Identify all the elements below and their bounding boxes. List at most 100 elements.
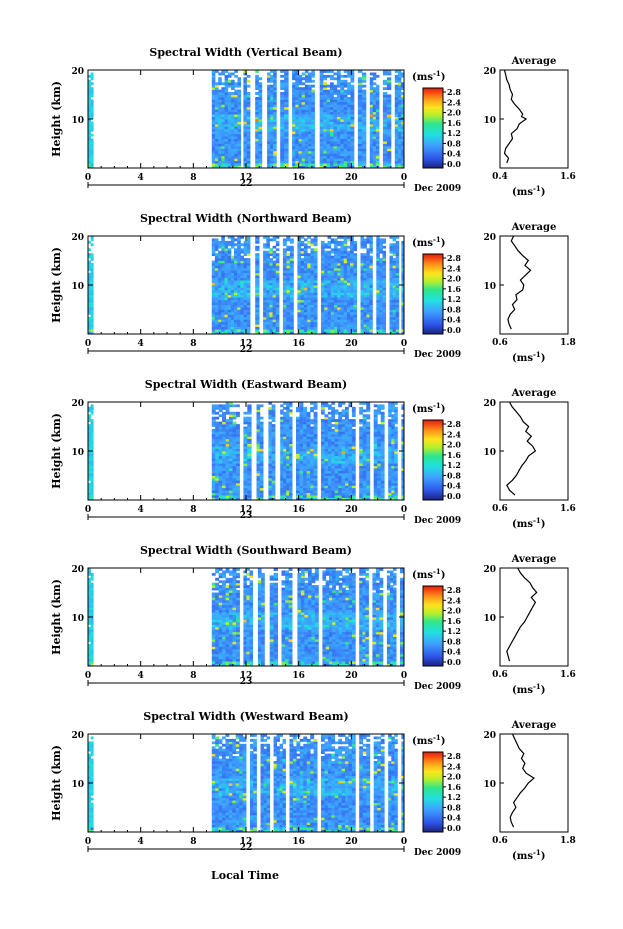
heatmap-cell bbox=[331, 411, 336, 415]
heatmap-cell bbox=[321, 453, 325, 457]
heatmap-cell bbox=[386, 148, 392, 152]
heatmap-cell bbox=[307, 297, 311, 301]
heatmap-cell bbox=[231, 106, 235, 110]
heatmap-cell bbox=[218, 145, 222, 149]
heatmap-cell bbox=[323, 133, 327, 137]
heatmap-cell bbox=[375, 74, 380, 78]
heatmap-cell bbox=[330, 289, 335, 293]
heatmap-cell bbox=[340, 262, 344, 266]
heatmap-cell bbox=[284, 104, 289, 108]
heatmap-cell bbox=[376, 267, 380, 271]
heatmap-cell bbox=[211, 99, 216, 103]
heatmap-cell bbox=[275, 304, 280, 308]
heatmap-cell bbox=[382, 106, 388, 110]
heatmap-cell bbox=[268, 426, 273, 430]
heatmap-cell bbox=[394, 145, 399, 149]
heatmap-cell bbox=[303, 455, 307, 459]
heatmap-cell bbox=[298, 101, 303, 105]
heatmap-cell bbox=[286, 267, 291, 271]
heatmap-cell bbox=[286, 402, 290, 405]
heatmap-cell bbox=[321, 419, 325, 422]
heatmap-cell bbox=[307, 262, 311, 266]
heatmap-cell bbox=[237, 116, 242, 120]
heatmap-cell bbox=[297, 319, 302, 323]
heatmap-cell bbox=[271, 424, 276, 427]
heatmap-cell bbox=[211, 114, 216, 117]
heatmap-cell bbox=[333, 104, 338, 108]
heatmap-cell bbox=[303, 431, 307, 435]
heatmap-cell bbox=[361, 92, 367, 95]
heatmap-cell bbox=[234, 321, 238, 325]
heatmap-cell bbox=[353, 262, 357, 266]
heatmap-cell bbox=[286, 262, 291, 266]
heatmap-cell bbox=[394, 158, 399, 162]
heatmap-cell bbox=[214, 326, 219, 330]
heatmap-cell bbox=[234, 277, 238, 281]
heatmap-cell bbox=[256, 426, 261, 430]
heatmap-cell bbox=[324, 294, 328, 298]
heatmap-cell bbox=[218, 460, 223, 464]
heatmap-cell bbox=[88, 433, 91, 437]
heatmap-cell bbox=[369, 97, 374, 100]
heatmap-cell bbox=[313, 490, 318, 493]
heatmap-cell bbox=[321, 326, 325, 330]
heatmap-cell bbox=[292, 165, 296, 169]
heatmap-cell bbox=[258, 111, 263, 115]
heatmap-cell bbox=[270, 155, 274, 159]
heatmap-cell bbox=[310, 253, 315, 256]
heatmap-cell bbox=[218, 138, 222, 142]
heatmap-cell bbox=[369, 285, 373, 288]
heatmap-cell bbox=[369, 155, 374, 159]
heatmap-cell bbox=[336, 128, 341, 132]
heatmap-cell bbox=[221, 319, 225, 323]
heatmap-cell bbox=[360, 236, 364, 239]
heatmap-cell bbox=[303, 419, 307, 422]
heatmap-cell bbox=[234, 316, 238, 320]
heatmap-cell bbox=[273, 101, 277, 105]
heatmap-cell bbox=[319, 92, 324, 95]
heatmap-cell bbox=[330, 126, 334, 130]
heatmap-cell bbox=[289, 448, 293, 452]
heatmap-cell bbox=[218, 104, 222, 108]
heatmap-cell bbox=[275, 272, 280, 276]
heatmap-cell bbox=[298, 158, 303, 162]
heatmap-cell bbox=[237, 262, 241, 266]
heatmap-cell bbox=[292, 94, 296, 98]
heatmap-cell bbox=[272, 267, 277, 271]
heatmap-cell bbox=[347, 141, 351, 144]
heatmap-cell bbox=[297, 270, 302, 274]
heatmap-cell bbox=[401, 253, 405, 256]
heatmap-cell bbox=[266, 304, 270, 308]
heatmap-cell bbox=[298, 109, 303, 113]
heatmap-cell bbox=[386, 116, 392, 120]
heatmap-cell bbox=[401, 289, 405, 293]
heatmap-cell bbox=[284, 153, 289, 157]
heatmap-cell bbox=[263, 267, 267, 271]
heatmap-cell bbox=[327, 404, 332, 408]
heatmap-cell bbox=[353, 297, 357, 301]
heatmap-cell bbox=[350, 329, 354, 332]
heatmap-cell bbox=[222, 416, 226, 420]
heatmap-cell bbox=[215, 128, 219, 132]
heatmap-cell bbox=[289, 404, 293, 408]
heatmap-cell bbox=[221, 138, 225, 142]
heatmap-cell bbox=[230, 329, 235, 332]
heatmap-cell bbox=[340, 307, 344, 310]
heatmap-cell bbox=[313, 443, 318, 447]
heatmap-cell bbox=[230, 292, 235, 296]
heatmap-cell bbox=[372, 119, 377, 122]
heatmap-cell bbox=[255, 329, 260, 332]
heatmap-cell bbox=[313, 475, 318, 479]
heatmap-cell bbox=[397, 128, 402, 132]
heatmap-cell bbox=[286, 438, 290, 442]
heatmap-cell bbox=[240, 258, 244, 261]
heatmap-cell bbox=[394, 143, 399, 147]
heatmap-cell bbox=[215, 406, 220, 410]
heatmap-cell bbox=[336, 126, 341, 130]
heatmap-cell bbox=[218, 436, 223, 440]
heatmap-cell bbox=[295, 128, 299, 132]
heatmap-cell bbox=[306, 485, 311, 489]
heatmap-cell bbox=[357, 160, 363, 164]
heatmap-cell bbox=[289, 451, 293, 454]
heatmap-cell bbox=[280, 155, 285, 159]
